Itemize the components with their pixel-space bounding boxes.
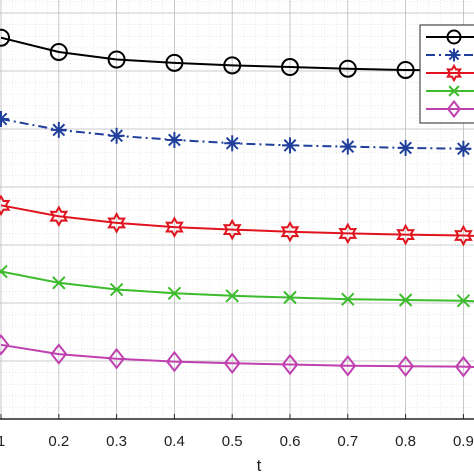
x-tick-label: 0.6 (280, 433, 301, 450)
hexagram-marker (396, 223, 415, 246)
x-marker-stroke (398, 293, 413, 307)
x-marker-stroke (283, 290, 297, 305)
x-marker (52, 276, 66, 290)
x-marker-stroke (456, 294, 471, 308)
asterisk-marker-stroke (225, 136, 239, 150)
diamond-marker (108, 347, 126, 370)
x-tick-label: 0.7 (337, 433, 358, 450)
x-tick-label: 0.2 (48, 433, 69, 450)
circle-marker (338, 59, 357, 78)
x-marker-stroke (167, 286, 182, 301)
x-marker-stroke (448, 85, 460, 97)
x-axis-label: t (257, 456, 262, 474)
asterisk-marker (339, 138, 356, 155)
asterisk-marker (108, 127, 125, 144)
x-marker (109, 282, 124, 297)
x-marker-stroke (0, 264, 8, 274)
series-line (0, 270, 474, 303)
asterisk-marker-stroke (52, 123, 66, 137)
asterisk-marker (166, 131, 183, 148)
legend (419, 24, 474, 124)
x-ticks: 1 0.2 0.3 0.4 0.5 0.6 0.7 0.8 0.9 (0, 414, 474, 450)
hexagram-marker (280, 220, 300, 243)
asterisk-marker-stroke (448, 49, 460, 61)
diamond-marker (281, 353, 299, 376)
circle-marker (107, 50, 126, 69)
hexagram-marker (49, 205, 69, 228)
hexagram-marker (222, 218, 242, 241)
hexagram-marker (338, 222, 358, 245)
x-marker (225, 289, 239, 303)
asterisk-marker-stroke (110, 129, 123, 143)
x-marker (456, 294, 471, 308)
circle-marker (281, 58, 299, 77)
diamond-marker (165, 350, 183, 373)
circle-marker (49, 42, 68, 61)
diamond-marker (50, 343, 68, 365)
x-marker (283, 290, 297, 305)
series-4 (0, 264, 474, 308)
asterisk-marker-stroke (457, 142, 470, 156)
x-marker-stroke (225, 289, 239, 303)
x-marker (167, 286, 182, 301)
hexagram-marker (165, 216, 184, 238)
x-marker-stroke (109, 282, 124, 297)
x-marker (341, 292, 355, 306)
diamond-marker (454, 355, 472, 378)
major-grid (0, 0, 474, 419)
diamond-marker (223, 352, 241, 375)
circle-marker (223, 56, 242, 75)
x-tick-label: 1 (0, 433, 5, 450)
x-tick-label: 0.4 (164, 433, 185, 450)
asterisk-marker-stroke (399, 141, 412, 155)
x-tick-label: 0.9 (453, 433, 474, 450)
circle-marker (0, 28, 10, 47)
series-5 (0, 334, 474, 378)
x-marker-stroke (341, 292, 355, 306)
series-line (0, 204, 474, 237)
diamond-marker (397, 355, 415, 378)
diamond-marker (0, 334, 10, 356)
hexagram-marker (0, 194, 11, 217)
diamond-marker (446, 99, 462, 119)
asterisk-marker (282, 137, 298, 154)
x-tick-label: 0.5 (222, 433, 243, 450)
circle-marker (396, 60, 415, 79)
series-line (0, 118, 474, 151)
asterisk-marker (447, 48, 461, 62)
series-2 (0, 110, 474, 157)
x-marker (0, 264, 8, 279)
circle-marker (446, 29, 462, 45)
asterisk-marker-stroke (341, 140, 355, 154)
asterisk-marker (0, 110, 9, 127)
x-tick-label: 0.8 (395, 433, 416, 450)
asterisk-marker (224, 135, 241, 152)
hexagram-marker (445, 63, 463, 83)
asterisk-marker (397, 139, 414, 156)
series-line (0, 343, 474, 368)
diamond-marker (339, 354, 357, 377)
hexagram-marker (107, 212, 126, 234)
circle-marker (165, 53, 184, 72)
asterisk-marker-stroke (0, 112, 8, 122)
asterisk-marker-stroke (168, 133, 181, 147)
series-3 (0, 194, 474, 247)
x-marker (448, 85, 460, 97)
asterisk-marker-stroke (283, 139, 297, 152)
x-tick-label: 0.3 (106, 433, 127, 450)
x-marker (398, 293, 413, 307)
hexagram-marker (454, 224, 473, 247)
x-marker-stroke (52, 276, 66, 290)
asterisk-marker (455, 140, 472, 157)
asterisk-marker (50, 121, 67, 138)
